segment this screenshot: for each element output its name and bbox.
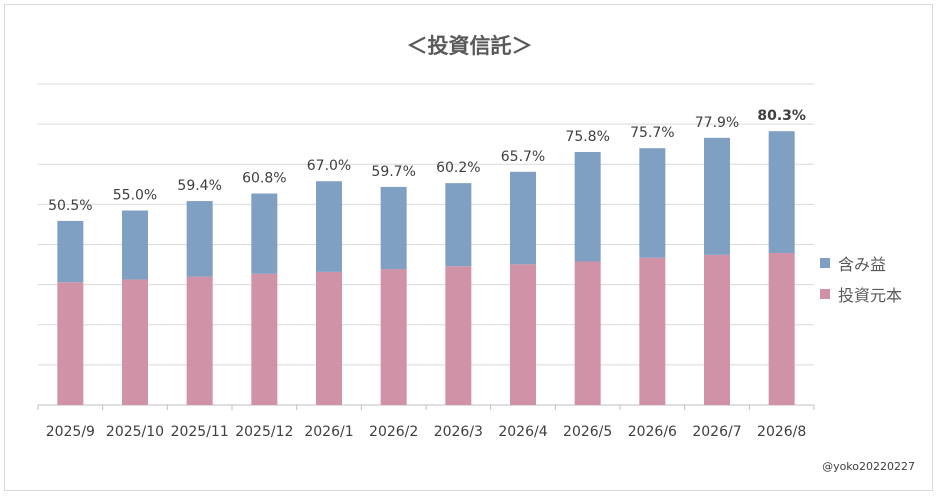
bar-unrealized-gain xyxy=(574,151,601,262)
bar-principal xyxy=(186,276,213,405)
legend-swatch-principal xyxy=(820,288,830,299)
bar-unrealized-gain xyxy=(251,193,278,274)
x-tick-label: 2026/2 xyxy=(369,424,418,440)
bar-principal xyxy=(380,269,407,405)
legend-item-principal: 投資元本 xyxy=(820,278,902,309)
x-tick-label: 2025/12 xyxy=(235,424,293,440)
bar-unrealized-gain xyxy=(639,148,666,258)
x-tick-label: 2026/3 xyxy=(434,424,483,440)
bar-principal xyxy=(57,282,84,405)
data-label: 59.7% xyxy=(371,164,415,180)
bar-unrealized-gain xyxy=(122,210,148,280)
legend-label-principal: 投資元本 xyxy=(838,285,903,305)
bar-principal xyxy=(122,279,148,405)
x-tick-label: 2026/4 xyxy=(498,424,547,440)
credit-text: @yoko20220227 xyxy=(822,460,915,473)
data-label: 59.4% xyxy=(177,178,221,194)
data-label: 67.0% xyxy=(307,158,351,174)
x-tick-label: 2025/11 xyxy=(171,424,229,440)
legend-label-unrealized-gain: 含み益 xyxy=(838,254,887,274)
bar-unrealized-gain xyxy=(768,131,795,253)
x-tick-label: 2026/7 xyxy=(692,424,741,440)
bar-principal xyxy=(316,271,342,405)
bar-principal xyxy=(574,261,601,405)
data-label: 75.7% xyxy=(630,125,674,141)
data-label: 80.3% xyxy=(757,108,806,124)
bar-unrealized-gain xyxy=(57,220,84,283)
bar-unrealized-gain xyxy=(186,201,213,277)
x-tick-label: 2025/10 xyxy=(106,424,164,440)
data-label: 55.0% xyxy=(113,188,157,204)
x-tick-label: 2026/8 xyxy=(757,424,806,440)
legend: 含み益 投資元本 xyxy=(820,247,902,309)
bar-principal xyxy=(251,273,278,405)
data-label: 65.7% xyxy=(501,149,545,165)
bar-unrealized-gain xyxy=(445,183,472,267)
data-label: 77.9% xyxy=(695,115,739,131)
bar-principal xyxy=(704,254,730,405)
bar-principal xyxy=(445,266,472,405)
bar-principal xyxy=(510,264,536,405)
x-tick-label: 2026/5 xyxy=(563,424,612,440)
bar-unrealized-gain xyxy=(380,186,407,270)
legend-item-unrealized-gain: 含み益 xyxy=(820,247,902,278)
x-tick-label: 2026/1 xyxy=(304,424,353,440)
bar-unrealized-gain xyxy=(316,181,342,272)
bar-unrealized-gain xyxy=(510,171,536,265)
x-tick-label: 2026/6 xyxy=(628,424,677,440)
x-tick-label: 2025/9 xyxy=(46,424,95,440)
legend-swatch-unrealized-gain xyxy=(820,257,830,268)
data-label: 60.8% xyxy=(242,171,286,187)
data-label: 75.8% xyxy=(565,129,609,145)
bar-principal xyxy=(639,257,666,405)
data-label: 50.5% xyxy=(48,198,92,214)
data-label: 60.2% xyxy=(436,160,480,176)
bar-unrealized-gain xyxy=(704,137,730,255)
chart-title: ＜投資信託＞ xyxy=(406,34,533,58)
bar-principal xyxy=(768,252,795,405)
